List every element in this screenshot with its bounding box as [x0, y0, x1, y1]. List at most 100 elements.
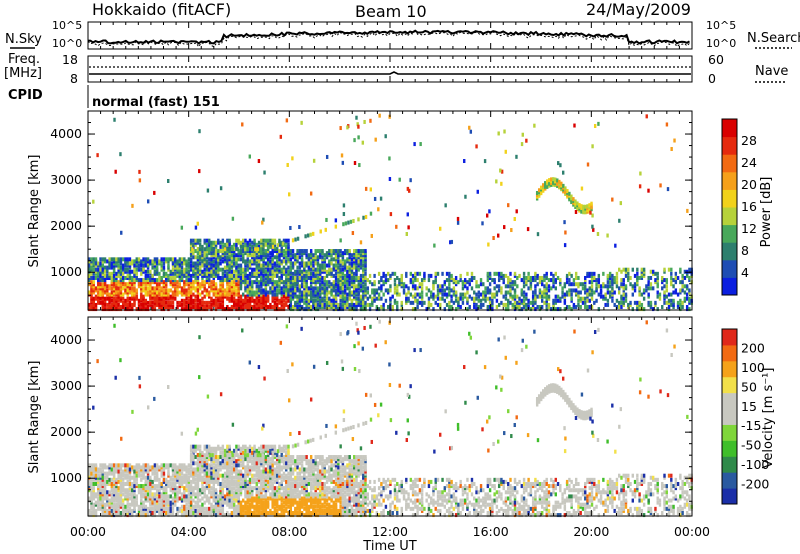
power-cell [99, 292, 102, 297]
power-cell [90, 265, 93, 270]
power-cell [226, 278, 229, 283]
power-cell [323, 288, 326, 293]
power-cell [235, 269, 238, 274]
power-cell [615, 275, 619, 280]
power-cell [271, 269, 274, 274]
power-cell [223, 290, 227, 295]
power-cell [189, 290, 193, 295]
power-cell [115, 300, 118, 305]
velocity-cell [203, 506, 206, 511]
power-cell [121, 280, 125, 285]
power-cell [121, 265, 125, 270]
power-cell [377, 307, 381, 312]
velocity-cell [176, 479, 179, 484]
power-cell [149, 288, 152, 293]
colorbar-tick-label: 28 [741, 133, 757, 148]
power-cell [379, 196, 383, 201]
velocity-cell [146, 486, 150, 491]
power-cell [251, 286, 254, 291]
velocity-cell [110, 496, 114, 501]
velocity-cell [189, 513, 193, 518]
power-cell [137, 267, 141, 272]
power-cell [106, 288, 109, 293]
power-cell [226, 271, 229, 276]
power-cell [201, 307, 204, 312]
power-cell [588, 292, 591, 297]
velocity-cell [119, 479, 123, 484]
freq-label-1: Freq. [8, 52, 40, 67]
power-cell [257, 284, 261, 289]
power-cell [110, 271, 114, 276]
colorbar-band [722, 242, 737, 261]
power-cell [647, 292, 650, 297]
velocity-cell [201, 488, 204, 493]
power-cell [223, 265, 227, 270]
power-cell [140, 263, 143, 268]
power-cell [305, 290, 308, 295]
power-cell [312, 305, 315, 310]
velocity-cell [133, 494, 136, 499]
velocity-cell [174, 496, 177, 501]
power-cell [445, 271, 449, 276]
velocity-cell [162, 500, 166, 505]
freq-tick-top: 18 [62, 52, 78, 67]
power-cell [679, 267, 682, 272]
power-cell [271, 257, 274, 262]
velocity-cell [103, 486, 107, 491]
velocity-cell [155, 496, 159, 501]
power-cell [638, 184, 642, 189]
velocity-cell [219, 463, 222, 468]
power-cell [538, 307, 542, 312]
power-cell [92, 288, 95, 293]
power-cell [353, 280, 356, 285]
power-cell [328, 300, 331, 305]
power-cell [330, 261, 333, 266]
power-cell [101, 290, 104, 295]
power-cell [110, 282, 114, 287]
power-cell [325, 292, 329, 297]
power-cell [260, 271, 263, 276]
power-cell [269, 242, 272, 247]
power-cell [359, 273, 363, 278]
power-cell [291, 305, 295, 310]
power-cell [396, 275, 399, 280]
power-cell [260, 296, 263, 301]
velocity-cell [189, 444, 193, 449]
power-cell [491, 300, 494, 305]
power-cell [133, 296, 136, 301]
power-cell [312, 259, 315, 264]
velocity-cell [189, 473, 193, 478]
power-cell [196, 296, 200, 301]
power-cell [504, 292, 508, 297]
velocity-cell [217, 500, 220, 505]
power-cell [133, 273, 136, 278]
power-cell [271, 282, 274, 287]
power-cell [366, 290, 369, 295]
velocity-cell [144, 469, 148, 474]
power-cell [214, 282, 218, 287]
power-cell [230, 296, 234, 301]
velocity-cell [183, 477, 186, 482]
power-cell [362, 215, 365, 220]
power-cell [511, 282, 514, 287]
velocity-cell [217, 477, 220, 482]
power-cell [260, 292, 263, 297]
power-cell [257, 159, 261, 164]
power-cell [640, 267, 644, 272]
velocity-cell [212, 496, 215, 501]
power-cell [620, 296, 623, 301]
power-cell [542, 183, 545, 188]
power-cell [221, 282, 225, 287]
velocity-cell [194, 473, 197, 478]
power-cell [142, 288, 145, 293]
power-cell [226, 296, 229, 301]
power-cell [221, 302, 225, 307]
power-cell [645, 284, 648, 289]
power-cell [305, 302, 308, 307]
power-cell [251, 296, 254, 301]
power-cell [384, 273, 388, 278]
velocity-cell [97, 475, 100, 480]
velocity-cell [112, 475, 116, 480]
power-cell [115, 305, 118, 310]
power-cell [452, 300, 456, 305]
